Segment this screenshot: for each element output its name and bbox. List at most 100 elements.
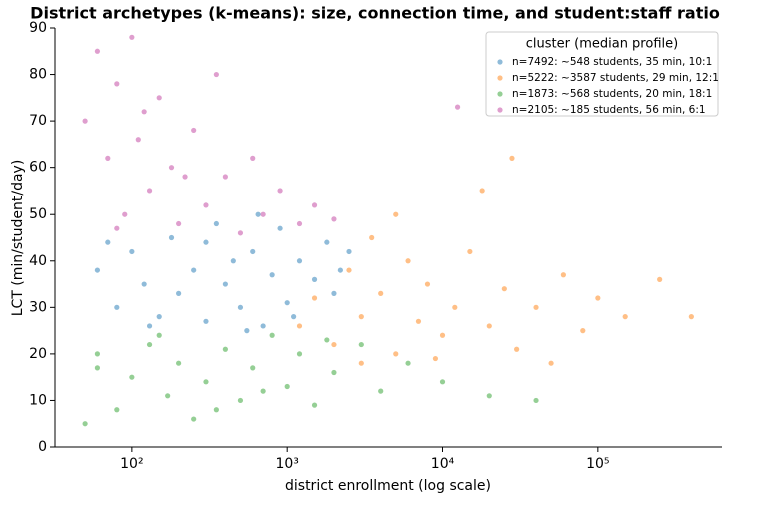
point: [439, 379, 446, 385]
point: [203, 318, 209, 324]
point: [250, 365, 256, 371]
point: [378, 388, 384, 394]
point: [203, 202, 209, 208]
point: [657, 276, 663, 282]
point: [378, 290, 384, 296]
point: [311, 202, 318, 208]
point: [269, 272, 275, 278]
point: [182, 174, 188, 180]
point: [94, 48, 101, 54]
point: [291, 314, 297, 320]
point: [222, 346, 228, 352]
point: [176, 360, 182, 366]
point: [156, 314, 162, 320]
point: [548, 360, 554, 366]
point: [203, 239, 209, 245]
legend-marker: [497, 91, 503, 97]
point: [311, 276, 318, 282]
point: [277, 188, 283, 194]
y-tick-label: 30: [29, 299, 47, 315]
point: [533, 397, 539, 404]
y-tick-label: 70: [29, 113, 47, 129]
point: [296, 351, 303, 357]
x-axis-label: district enrollment (log scale): [285, 478, 491, 494]
point: [105, 155, 111, 161]
legend-label: n=7492: ~548 students, 35 min, 10:1: [512, 56, 712, 68]
legend-label: n=1873: ~568 students, 20 min, 18:1: [512, 88, 712, 100]
point: [311, 402, 318, 408]
point: [331, 216, 337, 222]
point: [284, 300, 290, 306]
point: [230, 258, 236, 264]
point: [269, 332, 275, 338]
points: [82, 34, 694, 427]
legend-box: [485, 31, 719, 117]
point: [237, 304, 244, 310]
point: [467, 248, 473, 255]
point: [222, 174, 228, 180]
point: [501, 286, 507, 292]
point: [533, 304, 539, 310]
point: [146, 188, 153, 194]
point: [331, 369, 337, 376]
point: [191, 416, 197, 422]
point: [622, 314, 628, 320]
point: [168, 165, 175, 171]
point: [260, 211, 266, 217]
point: [688, 314, 694, 320]
point: [560, 272, 566, 278]
x-tick-label: 10⁵: [586, 456, 609, 472]
point: [114, 81, 120, 87]
point: [168, 234, 175, 241]
point: [331, 290, 337, 296]
point: [82, 118, 88, 124]
point: [129, 34, 135, 40]
y-tick-label: 0: [38, 439, 47, 455]
legend-title: cluster (median profile): [526, 37, 678, 52]
chart-title: District archetypes (k-means): size, con…: [30, 4, 720, 23]
x-tick-label: 10⁴: [431, 456, 455, 472]
point: [331, 341, 337, 348]
point: [94, 351, 101, 357]
point: [260, 388, 266, 394]
point: [358, 314, 364, 320]
x-tick-label: 10³: [275, 456, 298, 472]
point: [222, 281, 228, 287]
point: [94, 365, 101, 371]
point: [509, 155, 515, 161]
point: [213, 220, 219, 227]
point: [284, 383, 290, 390]
point: [514, 346, 520, 352]
point: [176, 290, 182, 296]
point: [165, 393, 171, 399]
y-tick-label: 10: [29, 392, 47, 408]
point: [405, 258, 411, 264]
point: [393, 351, 399, 357]
point: [114, 304, 120, 310]
point: [250, 155, 256, 161]
point: [424, 281, 431, 287]
point: [244, 328, 250, 334]
point: [82, 421, 88, 427]
point: [213, 71, 219, 78]
legend-marker: [497, 75, 503, 81]
y-tick-label: 20: [29, 346, 47, 362]
point: [337, 267, 343, 273]
legend-marker: [497, 107, 503, 113]
point: [324, 337, 330, 343]
point: [191, 127, 197, 134]
point: [358, 341, 364, 348]
point: [432, 355, 439, 362]
legend-label: n=5222: ~3587 students, 29 min, 12:1: [512, 72, 719, 84]
point: [156, 332, 162, 338]
legend: cluster (median profile) n=7492: ~548 st…: [485, 31, 719, 117]
point: [141, 109, 147, 115]
point: [580, 328, 586, 334]
point: [296, 258, 303, 264]
point: [486, 393, 492, 399]
point: [393, 211, 399, 217]
point: [122, 211, 128, 217]
point: [346, 267, 352, 273]
point: [156, 95, 162, 101]
